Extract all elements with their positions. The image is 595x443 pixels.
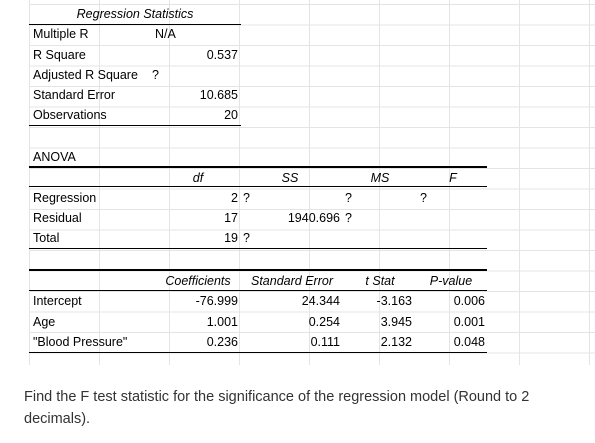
- anova-header-ss: SS: [281, 171, 299, 185]
- coef-intercept-p-value: 0.006: [453, 294, 485, 308]
- anova-total-df: 19: [224, 231, 238, 245]
- r-square-value: 0.537: [206, 48, 238, 62]
- coef-header-standard-error: Standard Error: [251, 274, 333, 288]
- anova-header-df: df: [192, 171, 204, 185]
- anova-header-rule: [29, 186, 487, 187]
- coef-intercept-t-stat: -3.163: [376, 294, 412, 308]
- coefficients-bottom-rule: [29, 352, 487, 353]
- anova-residual-label: Residual: [33, 211, 82, 225]
- coef-blood-pressure-standard-error: 0.111: [310, 335, 340, 349]
- anova-title: ANOVA: [33, 150, 76, 164]
- regression-statistics-bottom-rule: [29, 125, 241, 126]
- coef-age-standard-error: 0.254: [308, 315, 340, 329]
- question-text: Find the F test statistic for the signif…: [24, 389, 530, 427]
- coef-header-t-stat: t Stat: [365, 274, 395, 288]
- coefficients-top-rule: [29, 269, 487, 271]
- anova-header-f: F: [449, 171, 457, 185]
- regression-statistics-title: Regression Statistics: [76, 7, 194, 21]
- coef-header-p-value: P-value: [429, 274, 473, 288]
- coef-header-coefficients: Coefficients: [165, 274, 231, 288]
- observations-label: Observations: [33, 108, 107, 122]
- spreadsheet-output: Regression Statistics Multiple R N/A R S…: [0, 0, 595, 365]
- coef-blood-pressure-label: "Blood Pressure": [33, 335, 128, 349]
- anova-regression-df-mark: ?: [243, 191, 250, 205]
- anova-residual-df: 17: [224, 211, 238, 225]
- coef-age-coefficient: 1.001: [206, 315, 238, 329]
- anova-top-rule: [29, 166, 487, 168]
- anova-regression-label: Regression: [33, 191, 97, 205]
- observations-value: 20: [224, 108, 238, 122]
- coef-age-p-value: 0.001: [453, 315, 485, 329]
- coef-blood-pressure-t-stat: 2.132: [380, 335, 412, 349]
- coef-intercept-label: Intercept: [33, 294, 82, 308]
- adjusted-r-square-value: ?: [152, 68, 159, 82]
- standard-error-label: Standard Error: [33, 88, 115, 102]
- anova-bottom-rule: [29, 248, 487, 249]
- coef-intercept-coefficient: -76.999: [195, 294, 238, 308]
- multiple-r-label: Multiple R: [33, 27, 89, 41]
- anova-total-label: Total: [33, 231, 60, 245]
- coef-intercept-standard-error: 24.344: [301, 294, 340, 308]
- anova-header-ms: MS: [370, 171, 390, 185]
- coefficients-header-rule: [29, 290, 487, 291]
- anova-regression-f: ?: [420, 191, 427, 205]
- coef-age-label: Age: [33, 315, 56, 329]
- anova-regression-df: 2: [231, 191, 238, 205]
- anova-residual-ss-mark: ?: [345, 211, 352, 225]
- coef-blood-pressure-coefficient: 0.236: [206, 335, 238, 349]
- coef-blood-pressure-p-value: 0.048: [453, 335, 485, 349]
- anova-total-df-mark: ?: [243, 231, 250, 245]
- anova-regression-ms: ?: [345, 191, 352, 205]
- r-square-label: R Square: [33, 48, 86, 62]
- adjusted-r-square-label: Adjusted R Square: [33, 68, 138, 82]
- coef-age-t-stat: 3.945: [380, 315, 412, 329]
- standard-error-value: 10.685: [199, 88, 238, 102]
- anova-residual-ss: 1940.696: [287, 211, 340, 225]
- top-rule: [29, 24, 241, 25]
- multiple-r-value: N/A: [155, 27, 176, 41]
